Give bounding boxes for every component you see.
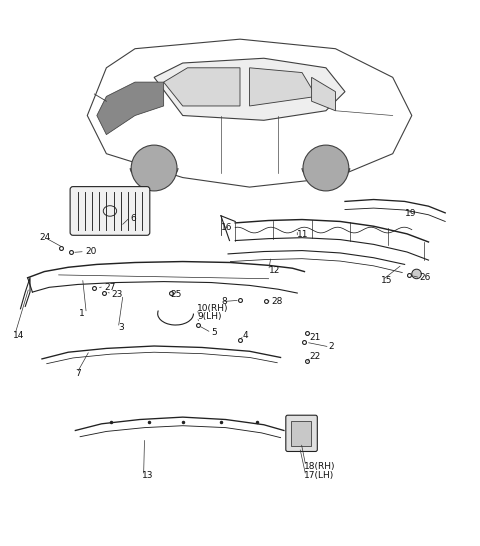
- Text: 13: 13: [142, 471, 154, 480]
- Text: 12: 12: [269, 266, 280, 275]
- Text: 18(RH): 18(RH): [304, 462, 336, 471]
- Text: 6: 6: [130, 213, 136, 223]
- FancyBboxPatch shape: [70, 187, 150, 235]
- Circle shape: [131, 145, 177, 191]
- Text: 7: 7: [75, 369, 81, 378]
- FancyBboxPatch shape: [286, 415, 317, 452]
- Text: 2: 2: [328, 342, 334, 352]
- Circle shape: [303, 145, 349, 191]
- Text: 11: 11: [297, 230, 309, 239]
- Bar: [291, 422, 311, 446]
- Polygon shape: [97, 82, 164, 135]
- Polygon shape: [250, 68, 316, 106]
- Text: 17(LH): 17(LH): [304, 471, 335, 480]
- Text: 9(LH): 9(LH): [197, 312, 222, 322]
- Polygon shape: [164, 68, 240, 106]
- Text: 24: 24: [39, 233, 51, 242]
- Text: 20: 20: [85, 247, 96, 256]
- Text: 8: 8: [221, 297, 227, 306]
- Text: 22: 22: [309, 352, 321, 361]
- Text: 1: 1: [79, 309, 85, 318]
- Text: 21: 21: [309, 333, 321, 342]
- Circle shape: [412, 269, 421, 278]
- Text: 10(RH): 10(RH): [197, 304, 228, 313]
- Text: 19: 19: [405, 209, 416, 218]
- Text: 14: 14: [13, 330, 24, 340]
- Polygon shape: [154, 58, 345, 120]
- Text: 16: 16: [221, 223, 232, 232]
- Text: 27: 27: [104, 283, 115, 292]
- Text: 15: 15: [381, 276, 392, 284]
- Text: 26: 26: [419, 273, 431, 282]
- Text: 4: 4: [242, 330, 248, 340]
- Text: 5: 5: [211, 328, 217, 337]
- Polygon shape: [312, 78, 336, 111]
- Text: 25: 25: [171, 290, 182, 299]
- Text: 23: 23: [111, 290, 122, 299]
- Text: 28: 28: [271, 297, 282, 306]
- Text: 3: 3: [118, 323, 124, 333]
